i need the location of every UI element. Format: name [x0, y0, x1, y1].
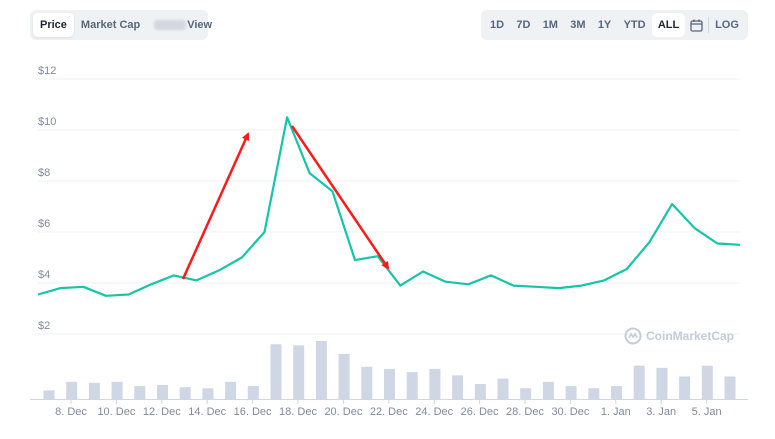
volume-bar [429, 368, 441, 399]
x-tick-label: 1. Jan [601, 406, 631, 418]
x-tick-label: 12. Dec [143, 406, 181, 418]
volume-bar [611, 386, 622, 399]
volume-bar [724, 376, 736, 399]
volume-bar [111, 381, 123, 399]
volume-bar [134, 386, 146, 399]
time-range-selector: 1D 7D 1M 3M 1Y YTD ALL LOG [481, 10, 748, 40]
price-line [37, 116, 741, 297]
volume-bar [338, 353, 350, 399]
tab-view[interactable]: View [147, 13, 219, 37]
watermark-text: CoinMarketCap [646, 329, 735, 343]
volume-bar [361, 366, 373, 399]
range-1m-button[interactable]: 1M [542, 19, 558, 31]
volume-bar [157, 385, 168, 399]
volume-bar [497, 378, 509, 399]
volume-bar [656, 367, 668, 399]
y-tick-label: $2 [38, 320, 50, 332]
log-scale-button[interactable]: LOG [715, 19, 739, 31]
y-tick-label: $6 [38, 218, 50, 230]
y-tick-label: $10 [38, 116, 56, 128]
volume-bar [270, 344, 282, 399]
volume-bar [474, 383, 486, 399]
volume-bar [452, 375, 464, 399]
tab-price[interactable]: Price [33, 13, 74, 37]
volume-bar [247, 386, 259, 399]
volume-bar [406, 372, 418, 399]
chart-view-tabs: Price Market Cap View [30, 10, 212, 40]
x-tick-label: 5. Jan [692, 406, 722, 418]
tab-view-label: View [187, 19, 213, 31]
range-1d-button[interactable]: 1D [490, 19, 505, 31]
range-7d-button[interactable]: 7D [516, 19, 531, 31]
x-tick-label: 18. Dec [279, 406, 317, 418]
x-tick-label: 28. Dec [506, 406, 544, 418]
range-all-button[interactable]: ALL [651, 13, 686, 37]
x-tick-label: 14. Dec [188, 406, 226, 418]
volume-bar [384, 368, 395, 399]
volume-bar [293, 345, 305, 399]
divider [707, 17, 709, 33]
x-tick-label: 8. Dec [55, 406, 87, 418]
volume-bar [520, 388, 532, 399]
x-tick-label: 3. Jan [646, 406, 676, 418]
x-tick-label: 26. Dec [461, 406, 499, 418]
x-tick-label: 30. Dec [551, 406, 589, 418]
volume-bar [701, 365, 713, 399]
x-tick-label: 24. Dec [415, 406, 453, 418]
fall-arrow [290, 125, 390, 270]
y-tick-label: $4 [38, 269, 50, 281]
volume-bar [66, 381, 78, 399]
volume-bar [179, 387, 191, 399]
volume-bar [565, 386, 577, 399]
volume-bar [633, 365, 645, 399]
range-3m-button[interactable]: 3M [570, 19, 586, 31]
x-tick-label: 16. Dec [234, 406, 272, 418]
y-tick-label: $8 [38, 167, 50, 179]
obscured-text [154, 20, 187, 31]
x-tick-label: 22. Dec [370, 406, 408, 418]
rise-arrow [181, 132, 250, 280]
volume-bar [679, 376, 691, 399]
calendar-icon[interactable] [686, 13, 708, 37]
coinmarketcap-watermark: CoinMarketCap [624, 327, 734, 345]
volume-bar [315, 341, 327, 399]
x-tick-label: 10. Dec [97, 406, 135, 418]
volume-bar [202, 388, 214, 399]
y-tick-label: $12 [38, 65, 56, 77]
range-ytd-button[interactable]: YTD [623, 19, 646, 31]
volume-bar [542, 381, 554, 399]
volume-bar [88, 382, 100, 399]
volume-bar [588, 388, 600, 399]
coinmarketcap-logo-icon [624, 327, 642, 345]
volume-bar [225, 381, 237, 399]
tab-market-cap[interactable]: Market Cap [80, 19, 141, 31]
volume-bar [43, 390, 55, 399]
x-tick-label: 20. Dec [324, 406, 362, 418]
range-1y-button[interactable]: 1Y [597, 19, 612, 31]
